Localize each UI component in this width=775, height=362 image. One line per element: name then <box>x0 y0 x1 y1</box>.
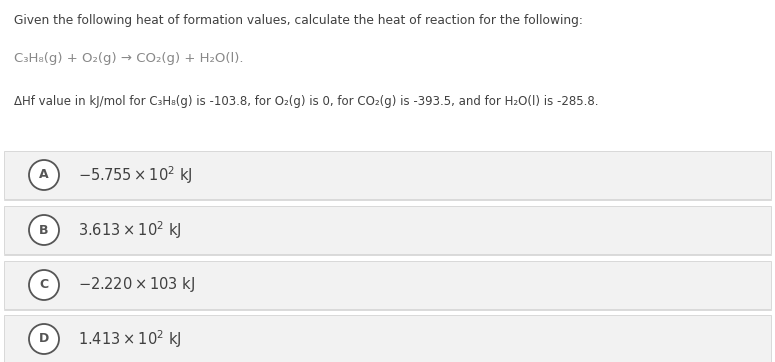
Text: D: D <box>39 333 49 345</box>
Bar <box>4 315 771 362</box>
Circle shape <box>29 160 59 190</box>
Bar <box>4 206 771 254</box>
Bar <box>4 261 771 309</box>
Text: $3.613 \times 10^2\ \mathrm{kJ}$: $3.613 \times 10^2\ \mathrm{kJ}$ <box>78 219 181 241</box>
Text: C₃H₈(g) + O₂(g) → CO₂(g) + H₂O(l).: C₃H₈(g) + O₂(g) → CO₂(g) + H₂O(l). <box>14 52 243 65</box>
Circle shape <box>29 324 59 354</box>
Circle shape <box>29 270 59 300</box>
Text: Given the following heat of formation values, calculate the heat of reaction for: Given the following heat of formation va… <box>14 14 583 27</box>
Text: $-5.755 \times 10^2\ \mathrm{kJ}$: $-5.755 \times 10^2\ \mathrm{kJ}$ <box>78 164 193 186</box>
Bar <box>4 151 771 199</box>
Text: $-2.220 \times 103\ \mathrm{kJ}$: $-2.220 \times 103\ \mathrm{kJ}$ <box>78 275 195 295</box>
Circle shape <box>29 215 59 245</box>
Text: A: A <box>40 168 49 181</box>
Text: $1.413 \times 10^2\ \mathrm{kJ}$: $1.413 \times 10^2\ \mathrm{kJ}$ <box>78 328 181 350</box>
Text: B: B <box>40 223 49 236</box>
Text: C: C <box>40 278 49 291</box>
Text: ΔHf value in kJ/mol for C₃H₈(g) is -103.8, for O₂(g) is 0, for CO₂(g) is -393.5,: ΔHf value in kJ/mol for C₃H₈(g) is -103.… <box>14 95 598 108</box>
